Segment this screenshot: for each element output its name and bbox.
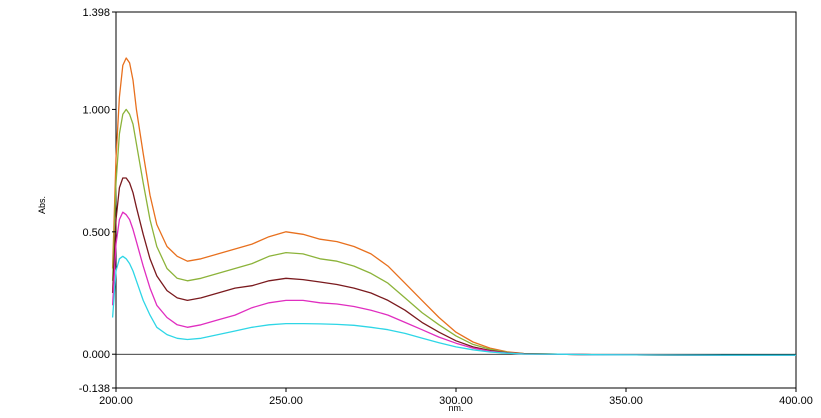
plot-frame bbox=[115, 11, 797, 389]
y-tick-label: 0.000 bbox=[82, 349, 110, 361]
series-line-2 bbox=[111, 108, 796, 356]
x-tick-label: 200.00 bbox=[99, 395, 133, 407]
series-line-5 bbox=[111, 255, 796, 356]
x-tick-label: 300.00 bbox=[439, 395, 473, 407]
x-tick-label: 250.00 bbox=[269, 395, 303, 407]
series-layer bbox=[111, 57, 796, 357]
series-line-1 bbox=[111, 57, 796, 357]
y-tick-label: 1.398 bbox=[82, 7, 110, 19]
x-axis-title: nm. bbox=[448, 403, 463, 413]
y-tick-label: 0.500 bbox=[82, 227, 110, 239]
x-tick-label: 350.00 bbox=[609, 395, 643, 407]
y-tick-label: -0.138 bbox=[79, 383, 110, 395]
plot-area bbox=[115, 11, 797, 389]
x-tick-label: 400.00 bbox=[779, 395, 813, 407]
y-axis-title: Abs. bbox=[37, 196, 47, 214]
y-tick-label: 1.000 bbox=[82, 104, 110, 116]
ticks-layer: 200.00 250.00 300.00 350.00 400.00 -0.138 0.00… bbox=[79, 7, 813, 407]
